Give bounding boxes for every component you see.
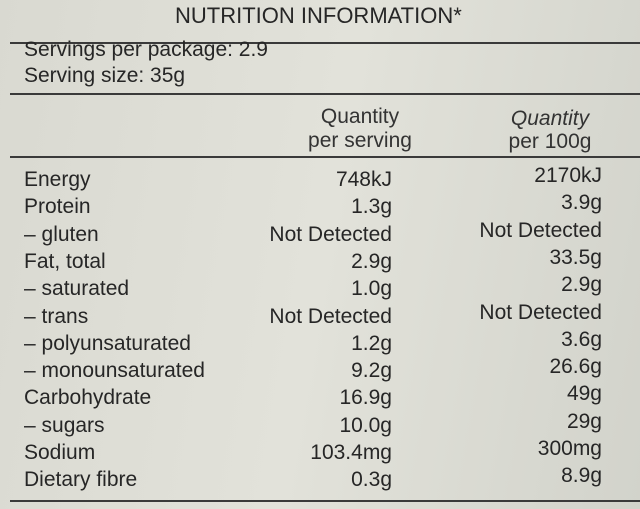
row-label: Carbohydrate — [24, 386, 152, 410]
row-label: – gluten — [24, 222, 99, 246]
per-serving: 748kJ — [335, 168, 392, 191]
per-serving: Not Detected — [269, 304, 392, 328]
per-serving: 10.0g — [339, 413, 392, 437]
servings-line: Serving size: 35g — [24, 64, 186, 87]
per-serving: 1.0g — [351, 277, 392, 301]
per-100g: 26.6g — [549, 355, 602, 379]
per-serving: 2.9g — [351, 249, 392, 273]
per-serving: 1.3g — [351, 195, 392, 219]
row-label: Sodium — [24, 441, 96, 464]
row-label: – sugars — [24, 413, 105, 437]
per-100g: 3.9g — [561, 191, 602, 215]
per-100g: 33.5g — [549, 245, 602, 269]
per-100g: 3.6g — [561, 327, 602, 351]
row-label: Fat, total — [24, 249, 106, 273]
per-100g: 2.9g — [561, 273, 602, 297]
column-header: Quantity — [510, 107, 590, 130]
rule — [10, 156, 640, 158]
row-label: Energy — [24, 168, 91, 191]
title: NUTRITION INFORMATION* — [175, 3, 462, 28]
column-header: Quantity — [320, 105, 400, 128]
per-100g: 49g — [566, 382, 602, 406]
rule — [10, 93, 640, 95]
servings-line: Servings per package: 2.9 — [24, 38, 268, 61]
row-label: – monounsaturated — [24, 359, 205, 383]
row-label: Protein — [24, 195, 91, 219]
per-100g: Not Detected — [479, 218, 602, 242]
column-header: per 100g — [508, 130, 592, 153]
per-100g: Not Detected — [479, 300, 602, 324]
rule — [10, 500, 640, 502]
row-label: – trans — [24, 304, 89, 328]
per-serving: 1.2g — [351, 331, 392, 355]
per-100g: 300mg — [537, 437, 602, 460]
per-100g: 29g — [566, 409, 602, 433]
per-serving: 9.2g — [351, 359, 392, 383]
row-label: – saturated — [24, 277, 130, 301]
per-serving: 103.4mg — [310, 441, 392, 464]
per-serving: Not Detected — [269, 222, 392, 246]
row-label: – polyunsaturated — [24, 331, 191, 355]
per-serving: 0.3g — [351, 468, 392, 492]
row-label: Dietary fibre — [24, 468, 138, 492]
column-header: per serving — [308, 129, 412, 152]
per-serving: 16.9g — [339, 386, 392, 410]
per-100g: 2170kJ — [534, 164, 602, 187]
rule — [10, 42, 640, 44]
per-100g: 8.9g — [561, 464, 602, 488]
